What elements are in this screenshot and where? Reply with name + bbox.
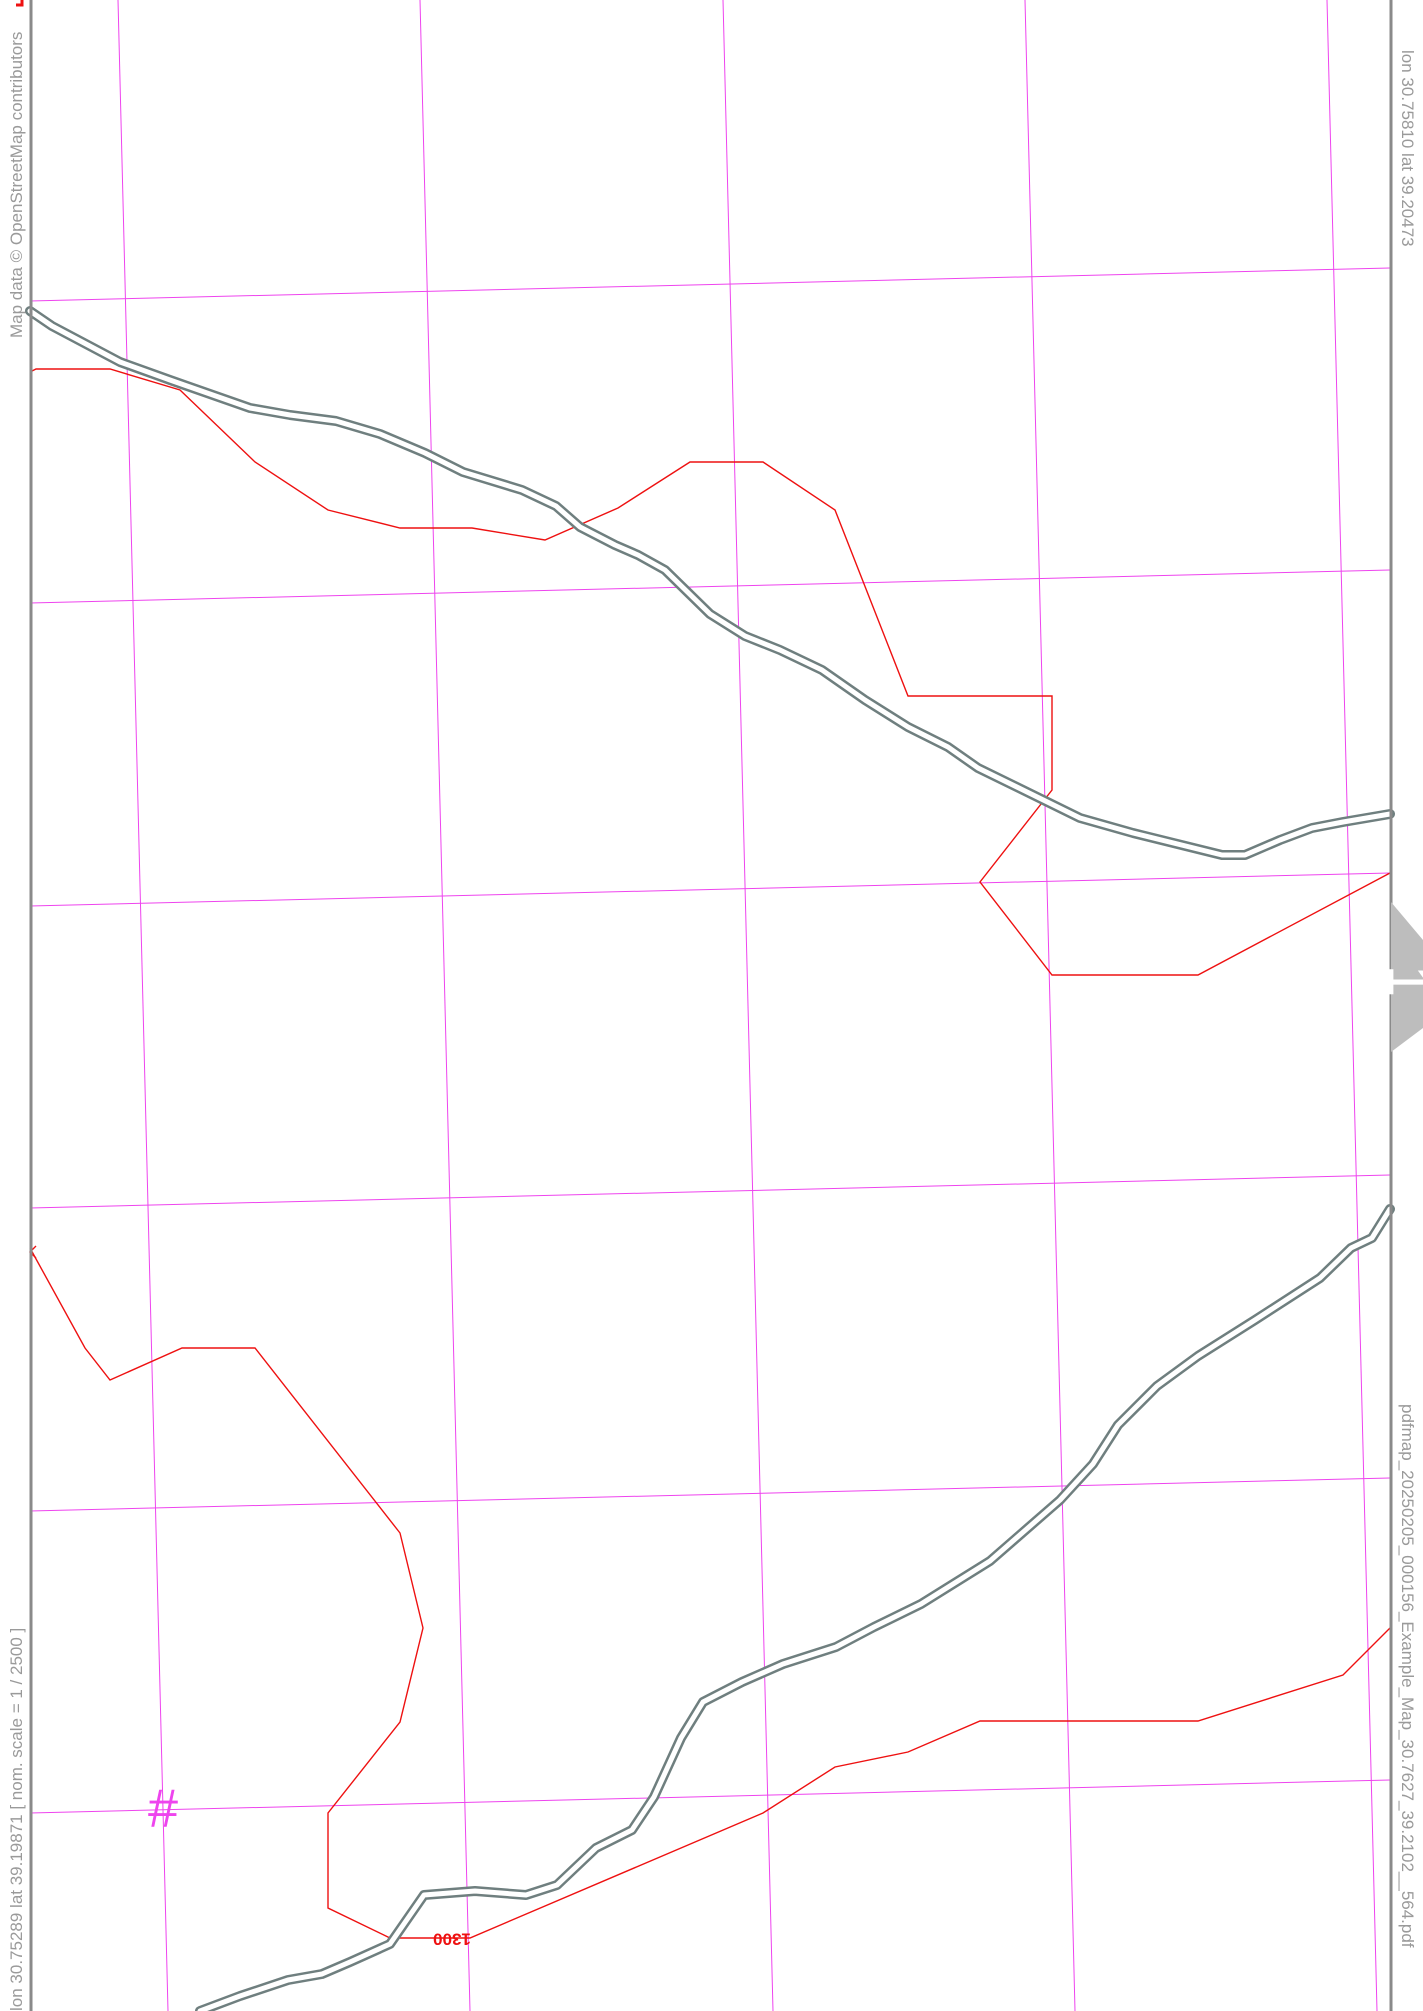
grid-line-horizontal [29,1477,1391,1512]
grid-line-vertical [722,0,774,2011]
road-casing [195,1204,1395,2011]
road [25,306,1395,2011]
grid-line-vertical [117,0,169,2011]
road-casing [25,306,1395,860]
coordinate-grid [29,0,1391,2011]
page-number: 1 [1373,951,1423,1011]
grid-line-horizontal [29,1174,1391,1209]
corner-marker [16,0,24,7]
attribution-text: Map data © OpenStreetMap contributors [7,31,26,338]
grid-line-horizontal [29,1779,1391,1814]
corner-coordinates-bottom-left: lon 30.75289 lat 39.19871 [ nom. scale =… [7,1627,26,2011]
road-fill [27,308,1393,858]
grid-marker-hash: # [148,1778,178,1838]
grid-line-vertical [1326,0,1378,2011]
corner-coordinates-top-right: lon 30.75810 lat 39.20473 [1398,50,1417,247]
contour-line [29,368,1391,976]
grid-line-vertical [1024,0,1076,2011]
grid-line-horizontal [29,872,1391,907]
grid-line-vertical [419,0,471,2011]
page-tab[interactable] [1391,902,1423,1052]
road-fill [197,1206,1393,2011]
contour-line [29,1247,1391,1939]
grid-line-horizontal [29,569,1391,604]
contour-elevation-label: 1300 [433,1930,471,1949]
grid-line-horizontal [29,267,1391,302]
pdf-filename: pdfmap_20250205_000156_Example_Map_30.76… [1398,1404,1417,1948]
